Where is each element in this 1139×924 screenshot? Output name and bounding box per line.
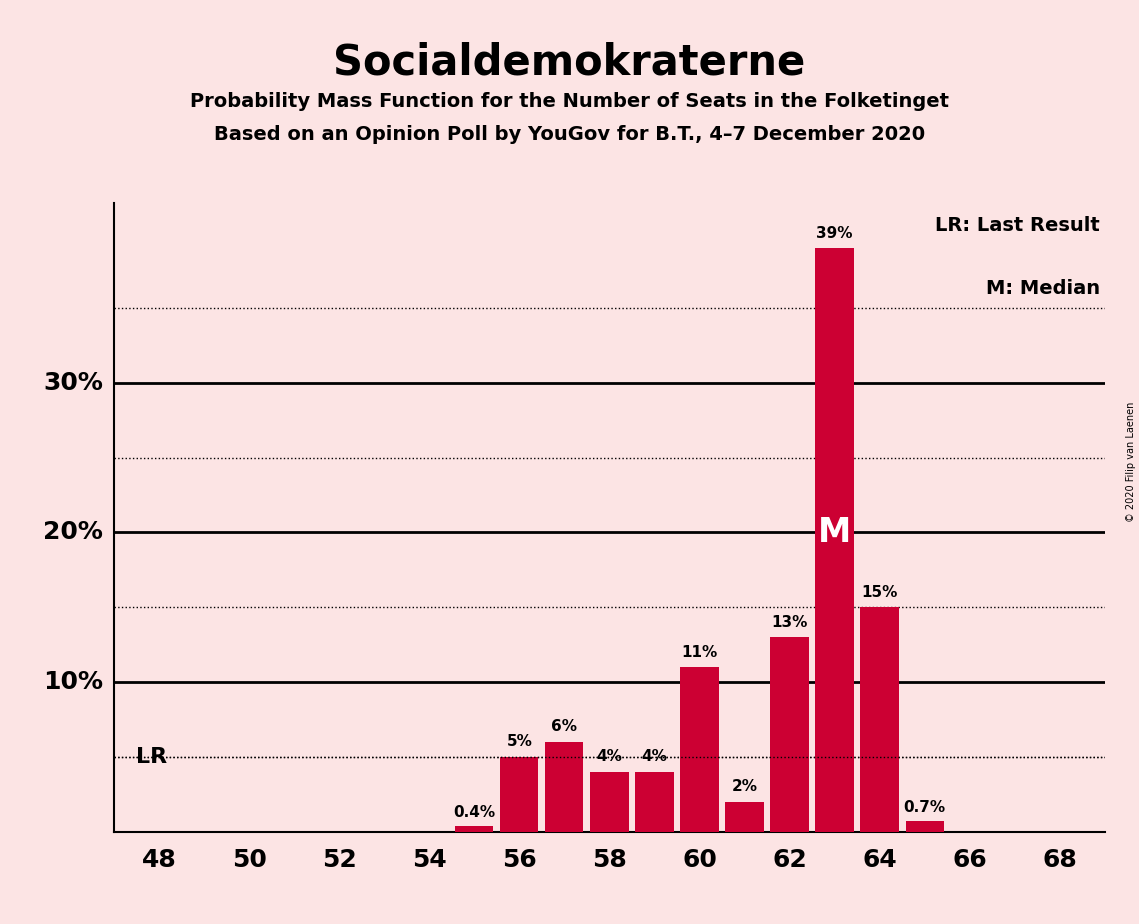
Text: Socialdemokraterne: Socialdemokraterne [334,42,805,83]
Text: 4%: 4% [641,749,667,764]
Bar [906,821,944,832]
Text: LR: Last Result: LR: Last Result [935,216,1100,235]
Bar [726,802,763,832]
Text: 11%: 11% [681,645,718,660]
Text: 4%: 4% [597,749,622,764]
Bar [816,249,854,832]
Text: 39%: 39% [817,225,853,240]
Text: 0.7%: 0.7% [903,800,945,815]
Text: 15%: 15% [861,585,898,600]
Bar [860,607,899,832]
Text: Based on an Opinion Poll by YouGov for B.T., 4–7 December 2020: Based on an Opinion Poll by YouGov for B… [214,125,925,144]
Bar [456,826,493,832]
Text: 13%: 13% [771,614,808,629]
Text: 5%: 5% [507,735,532,749]
Text: M: M [818,516,851,549]
Bar [500,757,539,832]
Text: 30%: 30% [43,371,103,395]
Text: LR: LR [137,747,167,767]
Text: 6%: 6% [551,720,577,735]
Text: Probability Mass Function for the Number of Seats in the Folketinget: Probability Mass Function for the Number… [190,92,949,112]
Text: © 2020 Filip van Laenen: © 2020 Filip van Laenen [1126,402,1136,522]
Text: 10%: 10% [43,670,103,694]
Bar [636,772,673,832]
Bar [680,667,719,832]
Bar [546,742,583,832]
Bar [770,638,809,832]
Text: 20%: 20% [43,520,103,544]
Text: 0.4%: 0.4% [453,805,495,820]
Text: M: Median: M: Median [985,279,1100,298]
Bar [590,772,629,832]
Text: 2%: 2% [731,779,757,795]
